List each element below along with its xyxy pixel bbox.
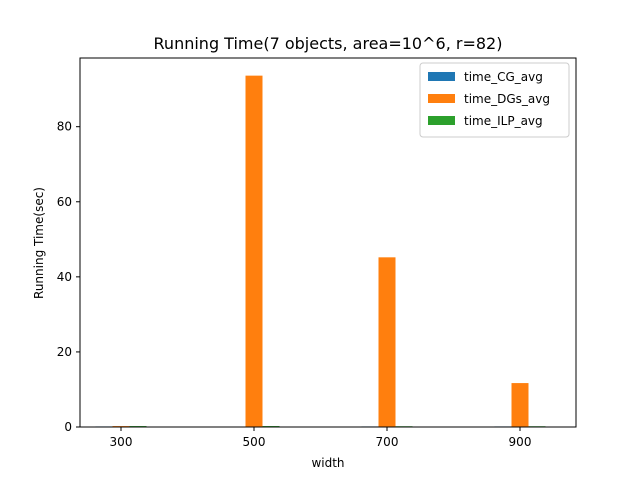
legend-swatch-time_ILP_avg xyxy=(428,116,455,125)
x-tick-label: 500 xyxy=(243,435,266,449)
y-tick-label: 60 xyxy=(57,195,72,209)
x-axis-label: width xyxy=(311,456,344,470)
x-tick-label: 300 xyxy=(110,435,133,449)
legend-label-time_CG_avg: time_CG_avg xyxy=(464,70,543,84)
axes-layer: 300 500 700 900 0 20 40 60 80 xyxy=(57,57,577,449)
y-tick-label: 40 xyxy=(57,270,72,284)
x-tick-label: 700 xyxy=(376,435,399,449)
legend-swatch-time_DGs_avg xyxy=(428,94,455,103)
bars-layer xyxy=(95,75,546,427)
legend-swatch-time_CG_avg xyxy=(428,72,455,81)
y-axis-label: Running Time(sec) xyxy=(32,187,46,299)
y-tick-label: 20 xyxy=(57,345,72,359)
plot-frame xyxy=(79,57,577,428)
y-tick-label: 80 xyxy=(57,120,72,134)
y-tick-label: 0 xyxy=(64,420,72,434)
chart-title: Running Time(7 objects, area=10^6, r=82) xyxy=(154,34,503,53)
bar-time_DGs_avg-700 xyxy=(378,257,396,427)
legend-box xyxy=(419,62,570,138)
x-tick-label: 900 xyxy=(509,435,532,449)
legend-label-time_ILP_avg: time_ILP_avg xyxy=(464,114,543,128)
legend-label-time_DGs_avg: time_DGs_avg xyxy=(464,92,550,106)
legend: time_CG_avg time_DGs_avg time_ILP_avg xyxy=(419,62,570,138)
bar-time_DGs_avg-500 xyxy=(245,75,263,427)
bar-time_DGs_avg-900 xyxy=(511,383,529,427)
